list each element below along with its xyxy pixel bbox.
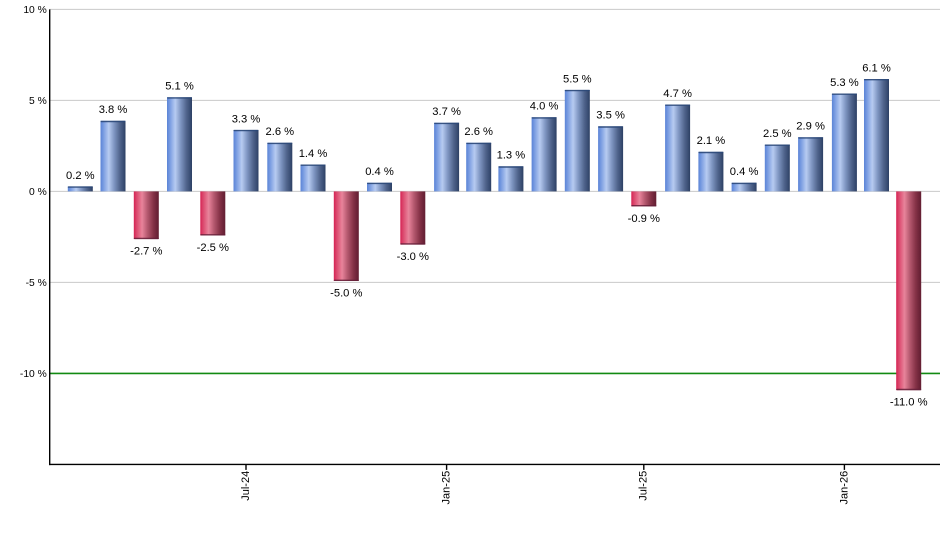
svg-text:6.1 %: 6.1 % [862,62,891,74]
svg-text:Jul-24: Jul-24 [240,471,252,501]
svg-text:2.5 %: 2.5 % [763,128,792,140]
svg-text:Jan-26: Jan-26 [838,471,850,505]
svg-text:5.5 %: 5.5 % [563,73,592,85]
svg-text:2.1 %: 2.1 % [697,135,726,147]
svg-text:5 %: 5 % [29,96,47,107]
svg-text:-5.0 %: -5.0 % [330,288,362,300]
svg-text:0.4 %: 0.4 % [365,166,394,178]
svg-text:Jan-25: Jan-25 [441,471,453,505]
svg-text:-2.5 %: -2.5 % [197,242,229,254]
svg-text:10 %: 10 % [23,5,46,16]
svg-text:-11.0 %: -11.0 % [890,397,928,409]
svg-text:2.9 %: 2.9 % [796,121,825,133]
svg-text:4.7 %: 4.7 % [663,88,692,100]
svg-text:5.3 %: 5.3 % [830,77,859,89]
svg-text:1.3 %: 1.3 % [497,150,526,162]
svg-text:3.3 %: 3.3 % [232,113,261,125]
svg-text:-5 %: -5 % [26,278,47,289]
svg-text:0.4 %: 0.4 % [730,166,759,178]
svg-text:-10 %: -10 % [20,369,47,380]
svg-text:4.0 %: 4.0 % [530,101,559,113]
svg-text:-0.9 %: -0.9 % [628,213,660,225]
svg-text:-3.0 %: -3.0 % [397,251,429,263]
svg-text:Jul-25: Jul-25 [638,471,650,501]
svg-text:2.6 %: 2.6 % [464,126,493,138]
svg-text:1.4 %: 1.4 % [299,148,328,160]
svg-text:3.8 %: 3.8 % [99,104,128,116]
svg-text:-2.7 %: -2.7 % [130,246,162,258]
svg-text:2.6 %: 2.6 % [265,126,294,138]
svg-text:0 %: 0 % [29,187,47,198]
svg-text:5.1 %: 5.1 % [165,81,194,93]
svg-text:3.5 %: 3.5 % [596,110,625,122]
svg-text:3.7 %: 3.7 % [432,106,461,118]
svg-text:0.2 %: 0.2 % [66,170,95,182]
